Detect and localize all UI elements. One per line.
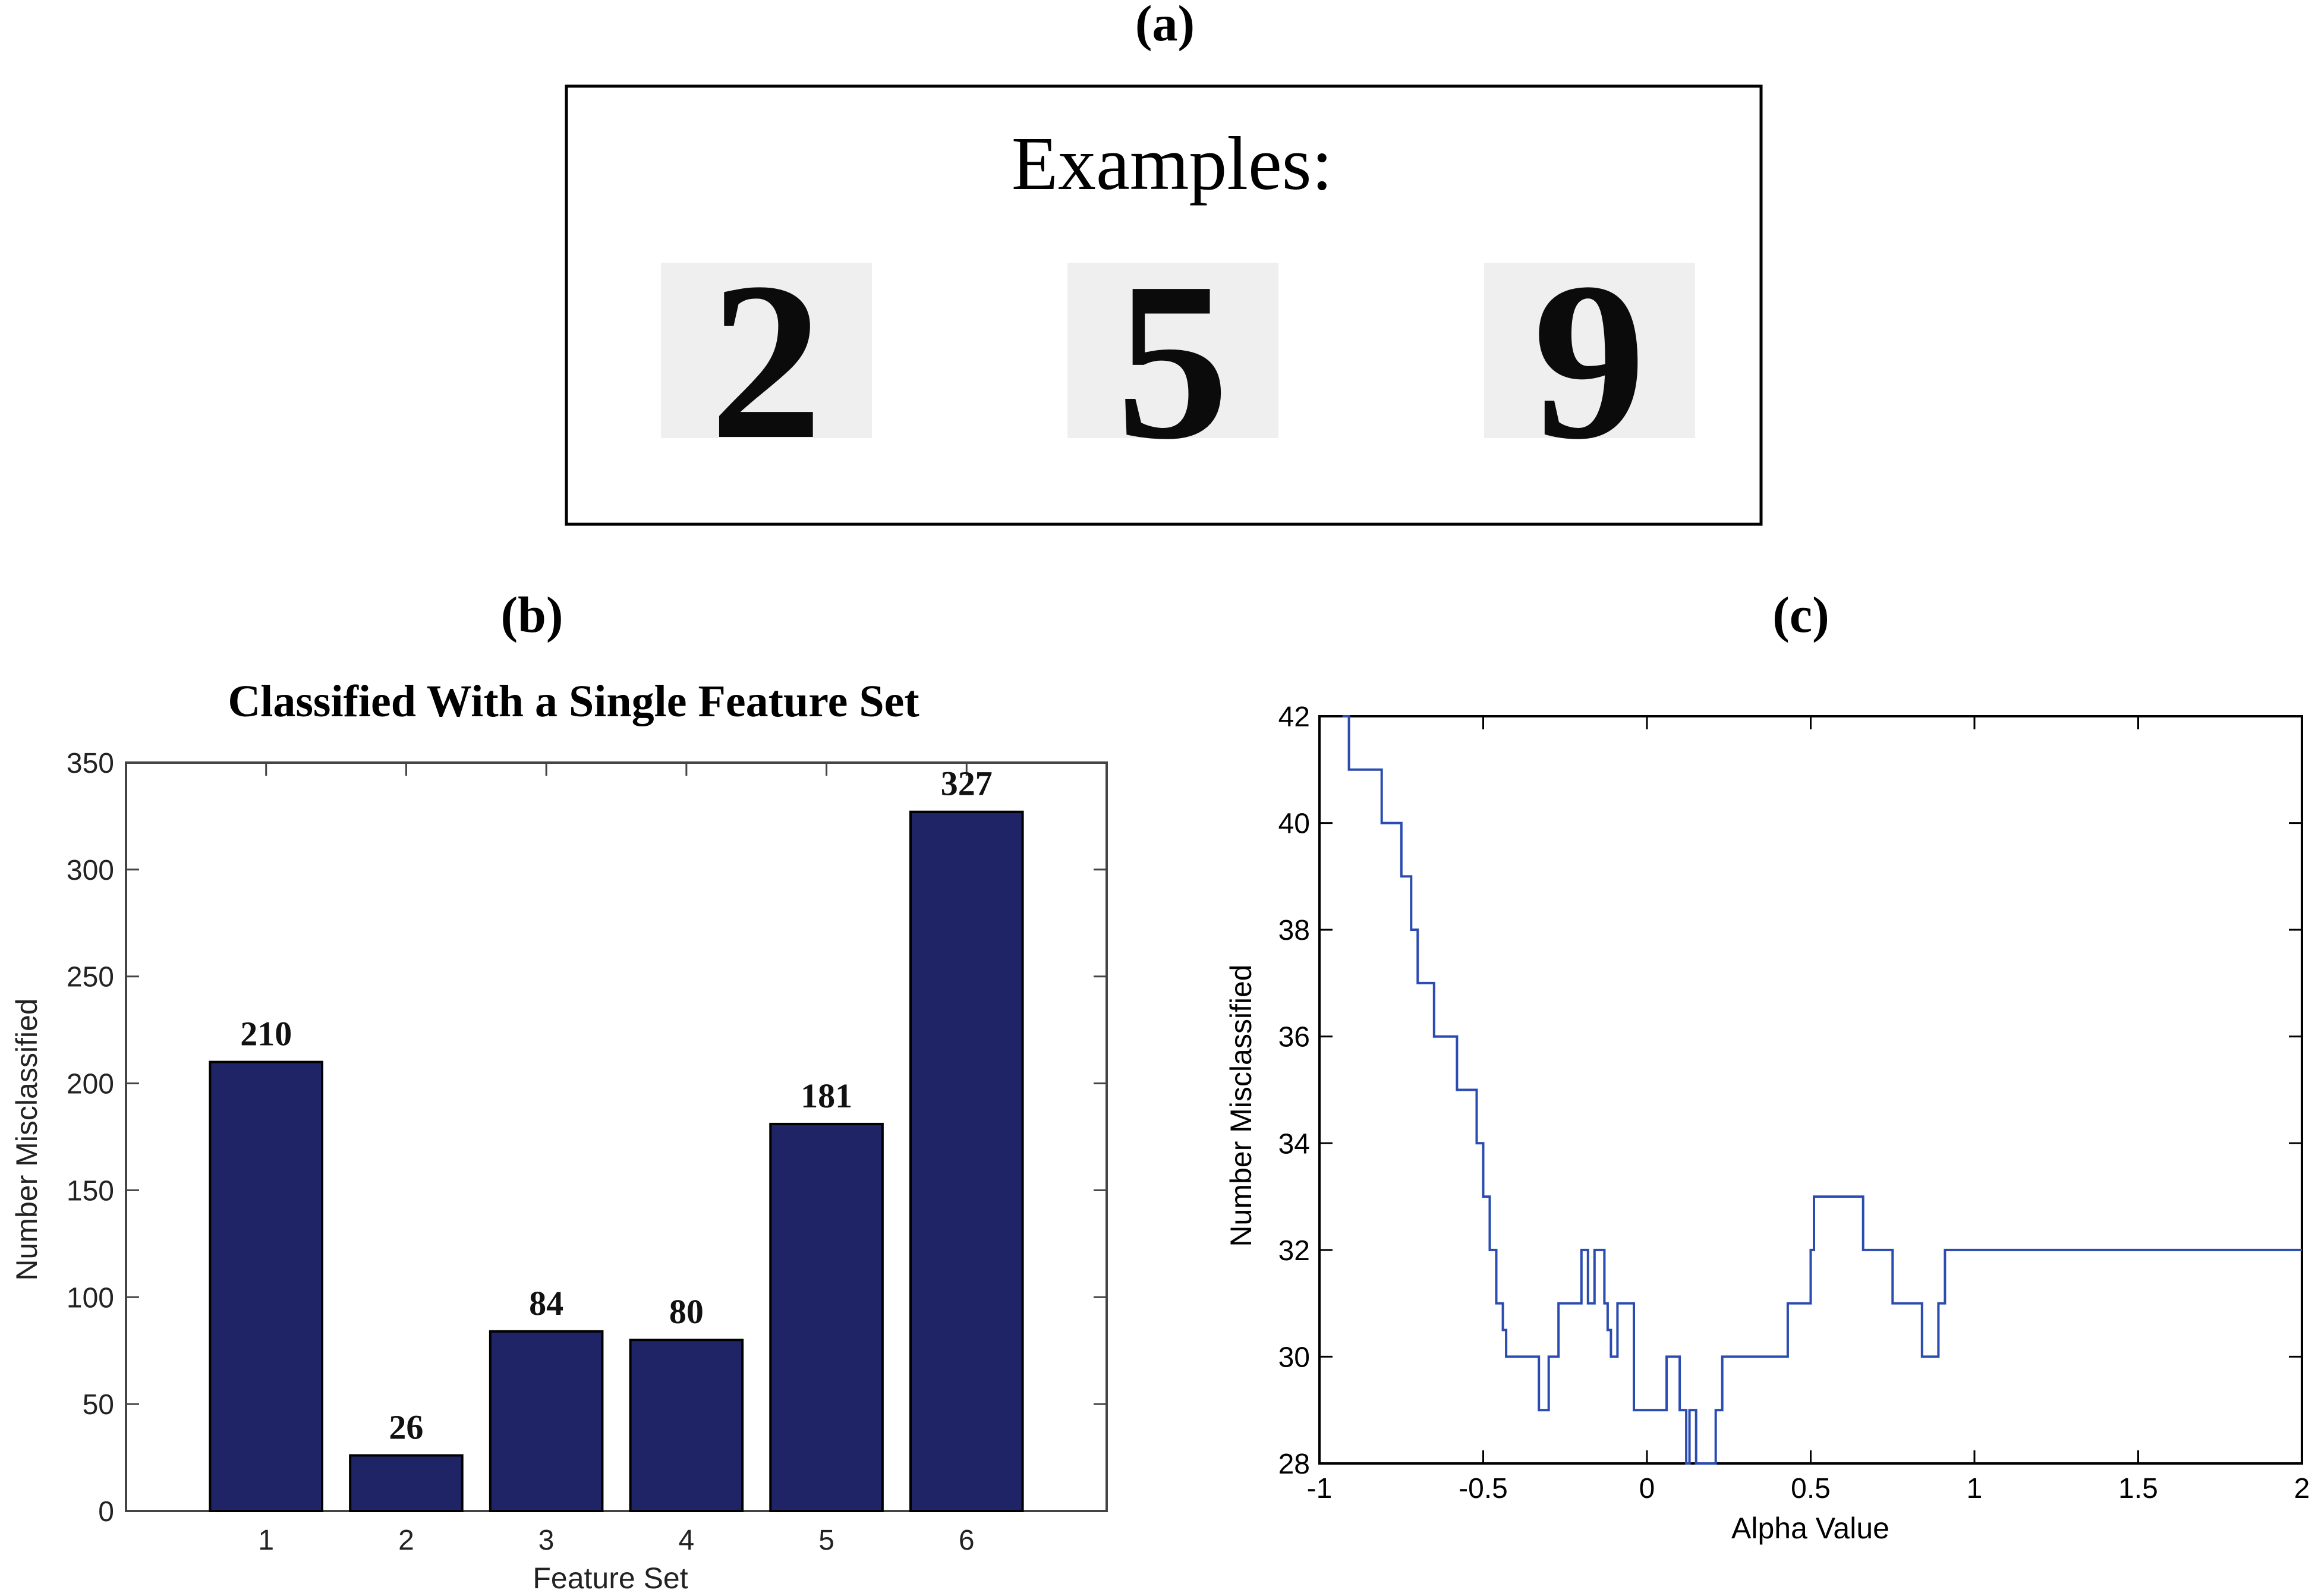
- line-xtick-label: -0.5: [1459, 1473, 1508, 1504]
- bar-4: [629, 1339, 744, 1512]
- bar-value-label: 84: [529, 1284, 563, 1323]
- bar-chart-axes: 0 50 100 150 200 250 300 350 1 2 3 4 5 6: [67, 748, 1108, 1556]
- bar-xtick-label: 6: [959, 1525, 975, 1556]
- examples-title: Examples:: [1012, 121, 1333, 206]
- bar-1: [209, 1060, 323, 1512]
- bar-chart-title: Classified With a Single Feature Set: [228, 676, 919, 726]
- line-xtick-label: -1: [1307, 1473, 1333, 1504]
- bar-value-label: 80: [669, 1292, 704, 1331]
- bar-ytick-label: 50: [83, 1389, 114, 1421]
- bar-chart-xlabel: Feature Set: [533, 1562, 688, 1595]
- line-ytick-label: 40: [1278, 808, 1310, 840]
- panel-a-label: (a): [1135, 0, 1195, 52]
- line-xtick-label: 1: [1967, 1473, 1983, 1504]
- bar-value-label: 327: [941, 764, 993, 803]
- panel-c-label: (c): [1772, 586, 1829, 643]
- line-ytick-label: 34: [1278, 1128, 1310, 1160]
- line-xtick-label: 0: [1639, 1473, 1655, 1504]
- panel-a: (a) Examples: 2 5 9: [565, 0, 1763, 526]
- line-xtick-label: 2: [2294, 1473, 2310, 1504]
- digit-9: 9: [1484, 236, 1695, 486]
- bar-ytick-label: 350: [67, 748, 114, 779]
- line-ytick-label: 30: [1278, 1342, 1310, 1373]
- bar-xtick-label: 5: [818, 1525, 834, 1556]
- bar-xtick-label: 2: [398, 1525, 414, 1556]
- bar-xtick-label: 3: [538, 1525, 555, 1556]
- bar-xtick-label: 1: [258, 1525, 274, 1556]
- bar-chart-bars: 210 26 84 80 181 327: [209, 764, 1024, 1513]
- line-ytick-label: 36: [1278, 1022, 1310, 1053]
- line-xtick-label: 1.5: [2118, 1473, 2158, 1504]
- panel-b: (b) Classified With a Single Feature Set…: [10, 586, 1108, 1595]
- bar-6: [909, 810, 1024, 1512]
- bar-value-label: 210: [240, 1015, 292, 1053]
- bar-ytick-label: 200: [67, 1069, 114, 1100]
- line-ytick-label: 32: [1278, 1235, 1310, 1267]
- bar-ytick-label: 250: [67, 962, 114, 993]
- bar-3: [489, 1330, 604, 1513]
- bar-ytick-label: 150: [67, 1175, 114, 1207]
- line-chart-xlabel: Alpha Value: [1731, 1512, 1889, 1545]
- line-chart-axes: 28 30 32 34 36 38 40 42 -1 -0.5 0 0.5 1 1.5 2: [1278, 701, 2310, 1504]
- bar-value-label: 181: [801, 1076, 852, 1115]
- line-xtick-label: 0.5: [1791, 1473, 1831, 1504]
- bar-value-label: 26: [389, 1408, 423, 1446]
- panel-b-label: (b): [500, 586, 563, 643]
- bar-plot-frame: [125, 761, 1108, 1512]
- digit-5: 5: [1067, 236, 1278, 486]
- digit-2: 2: [661, 236, 872, 486]
- bar-5: [769, 1122, 884, 1512]
- digit-9-glyph: 9: [1533, 236, 1646, 486]
- line-ytick-label: 42: [1278, 701, 1310, 733]
- bar-ytick-label: 100: [67, 1282, 114, 1314]
- line-series-0: [1342, 715, 2302, 1465]
- digit-5-glyph: 5: [1116, 236, 1229, 486]
- bar-chart-ylabel: Number Misclassified: [10, 998, 43, 1280]
- bar-ytick-label: 0: [98, 1496, 114, 1528]
- line-chart-ylabel: Number Misclassified: [1224, 964, 1258, 1246]
- bar-2: [349, 1454, 464, 1513]
- digit-2-glyph: 2: [710, 236, 823, 486]
- bar-ytick-label: 300: [67, 855, 114, 886]
- panel-c: (c) 28 30 32 34 36 38 40 42 -1 -0.5 0 0.5 1 1.5 2 Alph…: [1224, 586, 2310, 1545]
- line-chart-series: [1342, 715, 2302, 1465]
- bar-xtick-label: 4: [679, 1525, 695, 1556]
- line-ytick-label: 28: [1278, 1449, 1310, 1480]
- line-ytick-label: 38: [1278, 915, 1310, 946]
